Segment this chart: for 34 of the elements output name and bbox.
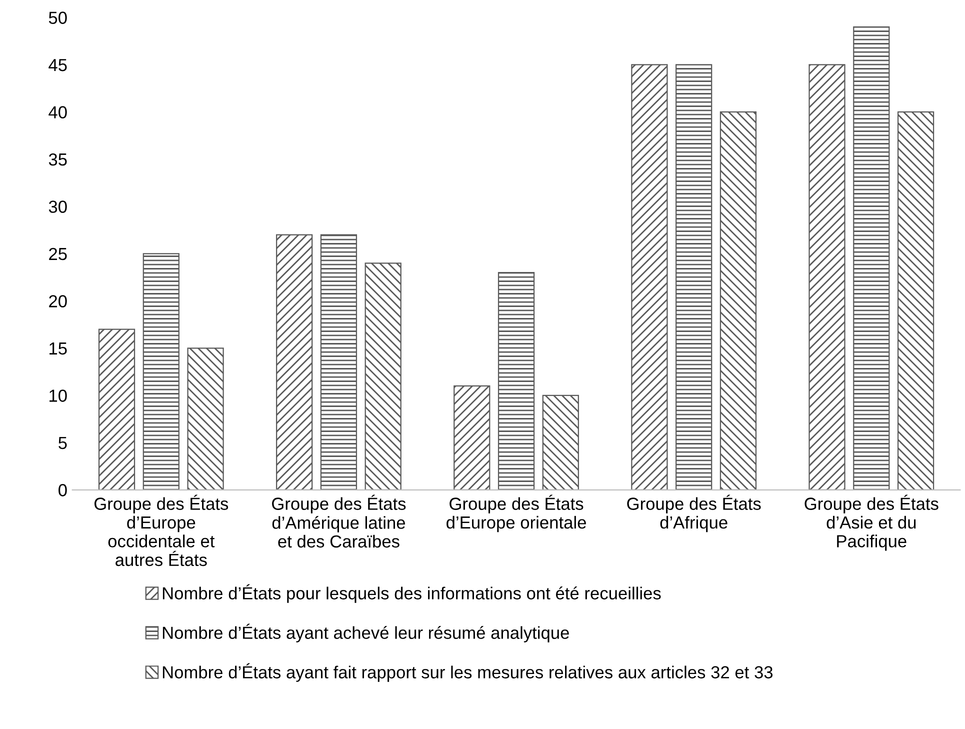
y-tick-label: 35: [48, 153, 67, 166]
y-tick-label: 10: [50, 390, 67, 402]
bar: [808, 64, 846, 490]
bar: [454, 385, 490, 490]
y-tick-label: 45: [48, 59, 67, 72]
bar: [187, 348, 224, 490]
bar: [142, 253, 180, 490]
y-tick-label: 40: [48, 106, 67, 118]
y-tick-label: 5: [58, 436, 67, 450]
y-tick-label: 20: [49, 295, 67, 308]
bar: [276, 234, 313, 490]
bar: [853, 26, 890, 490]
x-tick-label: Groupe des États d’Afrique: [627, 494, 761, 532]
y-tick-label: 15: [50, 342, 67, 355]
y-tick-label: 30: [48, 200, 67, 213]
x-tick-label: Groupe des États d’Asie et du Pacifique: [804, 494, 938, 551]
bar: [364, 262, 402, 490]
bar: [631, 64, 668, 490]
x-tick-label: Groupe des États d’Amérique latine et des Caraïbes: [272, 494, 406, 548]
bar: [720, 111, 757, 490]
bar: [676, 64, 712, 490]
legend-label: Nombre d’États ayant fait rapport sur les mesures relatives aux articles 32 et 33: [162, 663, 773, 682]
y-tick-label: 0: [58, 484, 67, 496]
y-tick-label: 25: [49, 248, 67, 260]
y-tick-label: 50: [48, 12, 67, 24]
bar: [320, 234, 358, 490]
bar: [498, 272, 535, 490]
bar: [897, 111, 934, 490]
x-tick-label: Groupe des États d’Europe orientale: [446, 494, 586, 532]
bar: [98, 328, 136, 490]
bar: [542, 394, 579, 490]
legend-label: Nombre d’États ayant achevé leur résumé analytique: [162, 624, 569, 642]
legend-label: Nombre d’États pour lesquels des informations ont été recueillies: [162, 584, 661, 603]
x-tick-label: Groupe des États d’Europe occidentale et autres États: [94, 494, 228, 566]
